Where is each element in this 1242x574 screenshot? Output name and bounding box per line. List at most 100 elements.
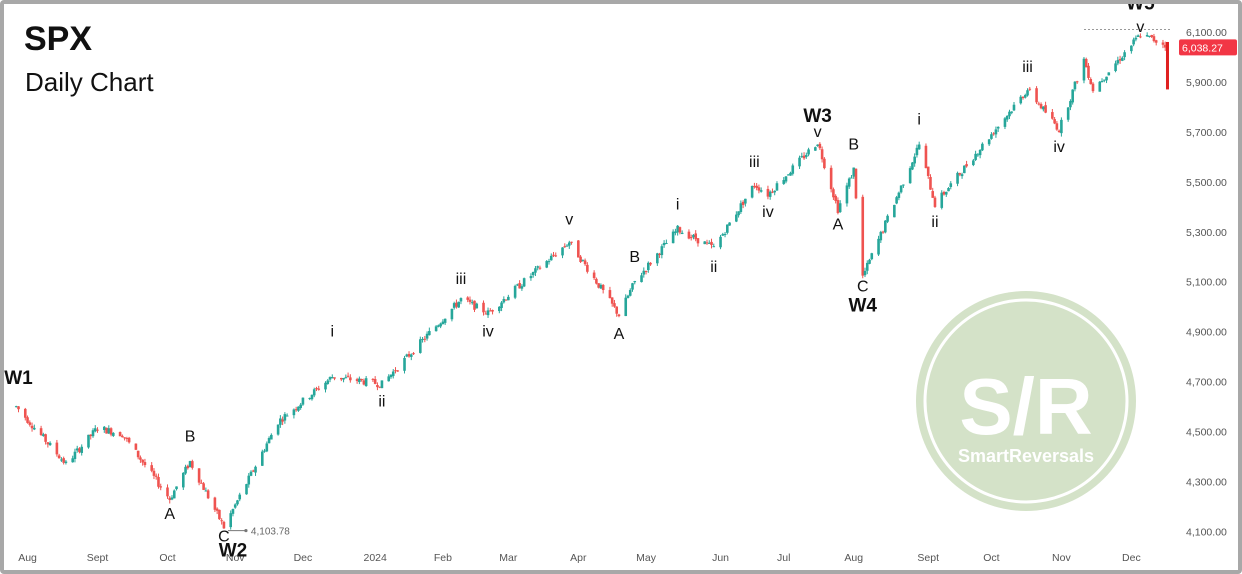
- candle-body: [312, 389, 316, 396]
- candle-body: [396, 370, 400, 372]
- candle-body: [1026, 90, 1029, 96]
- candle-body: [599, 284, 603, 289]
- candle-body: [552, 254, 555, 256]
- candle-body: [405, 354, 409, 357]
- candle-body: [601, 284, 605, 290]
- x-tick-label: Dec: [1122, 552, 1141, 564]
- y-tick-label: 6,100.00: [1186, 27, 1227, 39]
- candle-body: [380, 380, 384, 389]
- candle-body: [741, 201, 745, 205]
- x-tick-label: Jun: [712, 552, 729, 564]
- candle-body: [633, 280, 637, 283]
- candle-body: [660, 246, 664, 256]
- candle-body: [251, 470, 255, 472]
- candle-body: [310, 394, 314, 400]
- chart-title: SPX: [24, 20, 92, 58]
- candle-body: [459, 298, 463, 302]
- candle-body: [974, 153, 977, 160]
- candle-body: [561, 247, 564, 256]
- candle-body: [579, 256, 582, 262]
- candle-body: [1005, 115, 1009, 120]
- candle-body: [340, 377, 343, 380]
- candle-body: [1028, 88, 1032, 90]
- candle-body: [1044, 105, 1047, 113]
- candle-body: [642, 270, 646, 275]
- candle-body: [502, 299, 506, 303]
- candle-body: [626, 295, 630, 298]
- candle-body: [297, 406, 300, 411]
- candle-body: [315, 388, 318, 390]
- candle-body: [577, 240, 580, 258]
- x-tick-label: Aug: [844, 552, 863, 564]
- candle-body: [617, 314, 621, 317]
- candle-body: [1118, 59, 1122, 61]
- candle-body: [908, 168, 912, 184]
- x-tick-label: Sept: [917, 552, 939, 564]
- chart-subtitle: Daily Chart: [25, 67, 154, 97]
- candle-body: [1073, 81, 1077, 90]
- candle-body: [247, 475, 251, 485]
- candle-body: [75, 448, 79, 451]
- candle-body: [371, 378, 375, 380]
- candle-body: [917, 144, 921, 150]
- candle-body: [737, 211, 740, 216]
- candle-body: [421, 338, 424, 340]
- candle-body: [186, 465, 190, 469]
- candle-body: [992, 133, 995, 135]
- wave-label: v: [565, 211, 573, 228]
- candle-body: [154, 475, 158, 477]
- candle-body: [60, 459, 63, 461]
- candle-body: [443, 318, 447, 323]
- candle-body: [93, 428, 97, 432]
- wave-label: iv: [1053, 139, 1065, 156]
- y-tick-label: 5,700.00: [1186, 127, 1227, 139]
- candle-body: [475, 303, 479, 309]
- candle-body: [586, 264, 589, 272]
- candle-body: [317, 388, 321, 390]
- y-tick-label: 5,500.00: [1186, 177, 1227, 189]
- candle-body: [852, 167, 856, 177]
- candle-body: [491, 310, 494, 312]
- candle-body: [886, 215, 889, 222]
- candle-body: [755, 185, 758, 188]
- candle-body: [987, 139, 991, 145]
- candle-body: [624, 297, 628, 317]
- candle-body: [899, 185, 903, 193]
- candle-body: [554, 255, 558, 257]
- candle-body: [895, 197, 898, 204]
- candle-body: [520, 286, 524, 289]
- candle-body: [965, 164, 968, 167]
- candle-body: [877, 238, 880, 255]
- x-tick-label: Jul: [777, 552, 790, 564]
- candle-body: [818, 143, 822, 149]
- candle-body: [865, 262, 869, 271]
- candle-body: [1057, 130, 1061, 133]
- candle-body: [1163, 44, 1167, 48]
- candle-body: [407, 353, 411, 357]
- candle-body: [1148, 35, 1151, 37]
- candle-body: [1084, 58, 1088, 68]
- candle-body: [1060, 119, 1063, 134]
- candle-body: [44, 434, 47, 442]
- candle-body: [409, 354, 413, 357]
- candle-body: [547, 261, 551, 263]
- candle-body: [800, 156, 804, 158]
- candle-body: [457, 301, 460, 308]
- candle-body: [71, 458, 74, 463]
- candle-body: [222, 521, 226, 529]
- candle-body: [775, 183, 779, 191]
- candle-body: [924, 145, 928, 169]
- candle-body: [1051, 112, 1054, 119]
- candle-body: [911, 162, 914, 170]
- wave-label: W5: [1126, 4, 1155, 15]
- candle-body: [373, 379, 377, 384]
- candle-body: [592, 272, 596, 279]
- wave-label: B: [848, 136, 859, 153]
- candle-body: [482, 302, 485, 313]
- candle-body: [816, 144, 819, 147]
- candle-body: [1100, 80, 1104, 82]
- candle-body: [434, 326, 438, 332]
- candle-body: [1130, 45, 1133, 52]
- candle-body: [949, 183, 953, 187]
- candle-body: [753, 185, 756, 187]
